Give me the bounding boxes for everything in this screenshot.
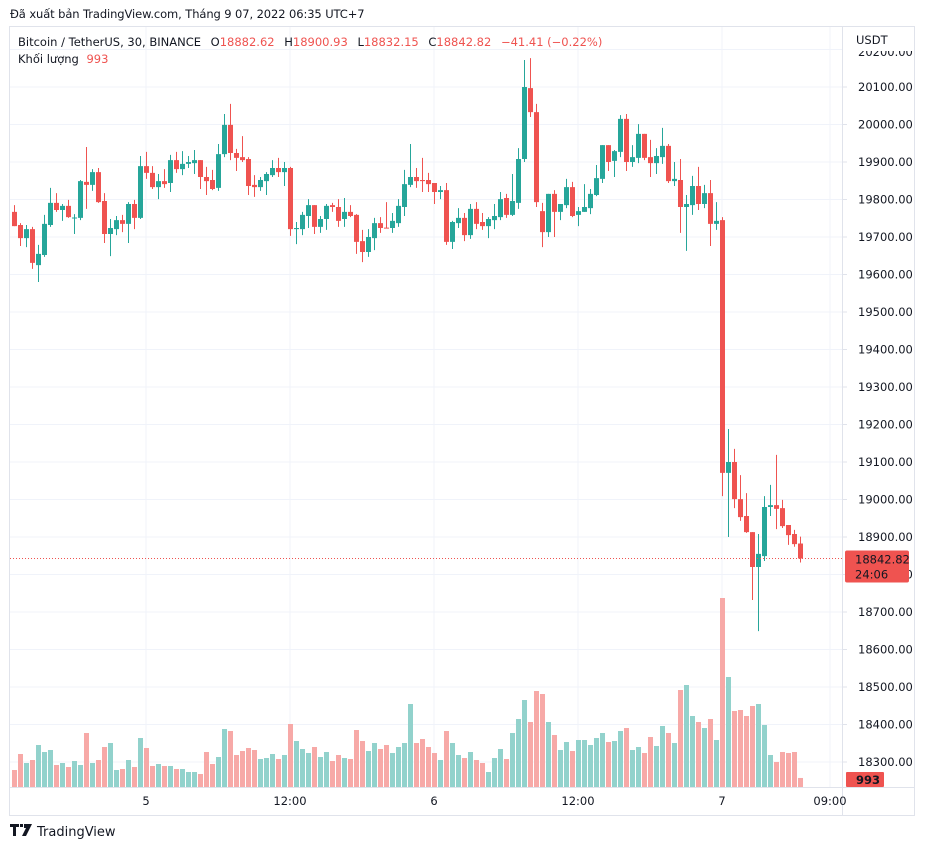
price-tick-label: 19800.00 — [858, 193, 913, 207]
time-tick-label: 09:00 — [813, 794, 846, 808]
time-tick-label: 7 — [718, 794, 725, 808]
price-tick-label: 19900.00 — [858, 155, 913, 169]
high-value: 18900.93 — [292, 35, 348, 49]
price-tick-label: 19600.00 — [858, 268, 913, 282]
countdown-label: 24:06 — [855, 567, 888, 581]
open-label: O — [210, 35, 220, 49]
time-axis[interactable]: 5 12:00 6 12:00 7 09:00 — [10, 787, 914, 809]
low-label: L — [357, 35, 364, 49]
price-tick-label: 20000.00 — [858, 118, 913, 132]
price-tick-label: 18900.00 — [858, 530, 913, 544]
price-tick-label: 19500.00 — [858, 305, 913, 319]
volume-bars — [12, 598, 803, 787]
price-tick-label: 19200.00 — [858, 418, 913, 432]
time-tick-label: 5 — [142, 794, 149, 808]
symbol-title[interactable]: Bitcoin / TetherUS, 30, BINANCE — [18, 35, 201, 49]
grid-lines — [10, 27, 842, 787]
last-price-badge — [845, 550, 909, 583]
price-tick-label: 19400.00 — [858, 343, 913, 357]
candlestick-series — [12, 58, 803, 632]
price-tick-label: 20100.00 — [858, 80, 913, 94]
chart-legend: Bitcoin / TetherUS, 30, BINANCE O18882.6… — [18, 34, 602, 68]
price-tick-label: 18700.00 — [858, 605, 913, 619]
footer-brand[interactable]: TradingView — [10, 824, 116, 840]
price-axis[interactable]: USDT 20100.00 20000.00 19900.00 19800.00 1970… — [842, 27, 914, 815]
published-caption: Đã xuất bản TradingView.com, Tháng 9 07,… — [10, 7, 365, 21]
time-tick-label: 12:00 — [273, 794, 306, 808]
tradingview-logo-icon — [10, 824, 32, 840]
time-tick-label: 12:00 — [561, 794, 594, 808]
open-value: 18882.62 — [219, 35, 275, 49]
time-tick-label: 6 — [430, 794, 437, 808]
volume-badge — [846, 772, 884, 787]
price-tick-label: 18400.00 — [858, 718, 913, 732]
currency-label: USDT — [856, 33, 889, 47]
close-value: 18842.82 — [436, 35, 492, 49]
price-tick-label: 18300.00 — [858, 755, 913, 769]
change-value: −41.41 (−0.22%) — [500, 35, 603, 49]
ohlc-row: Bitcoin / TetherUS, 30, BINANCE O18882.6… — [18, 34, 602, 51]
low-value: 18832.15 — [363, 35, 419, 49]
price-tick-label: 18600.00 — [858, 643, 913, 657]
price-tick-label: 19100.00 — [858, 455, 913, 469]
price-tick-label: 19700.00 — [858, 230, 913, 244]
price-tick-label: 19000.00 — [858, 493, 913, 507]
volume-label[interactable]: Khối lượng — [18, 52, 79, 66]
price-tick-label: 19300.00 — [858, 380, 913, 394]
volume-badge-label: 993 — [856, 773, 880, 787]
price-tick-label: 18500.00 — [858, 680, 913, 694]
brand-name: TradingView — [37, 824, 116, 840]
volume-value: 993 — [86, 52, 109, 66]
volume-row: Khối lượng 993 — [18, 51, 602, 68]
last-price-label: 18842.82 — [855, 552, 910, 566]
chart-frame — [9, 26, 915, 816]
high-label: H — [284, 35, 293, 49]
close-label: C — [428, 35, 437, 49]
